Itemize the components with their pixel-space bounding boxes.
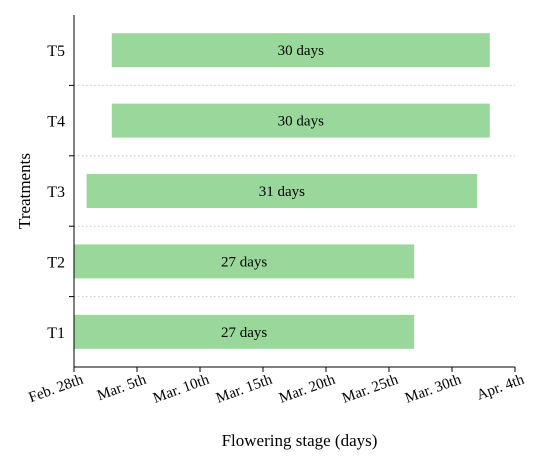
bar-t3 xyxy=(86,174,478,208)
x-tick-label: Mar. 25th xyxy=(340,372,401,407)
bar-t2 xyxy=(74,244,415,279)
bar-label: 27 days xyxy=(221,325,267,341)
bar-t4 xyxy=(111,103,490,138)
x-tick-label: Feb. 28th xyxy=(27,372,86,407)
x-tick-label: Mar. 5th xyxy=(95,372,149,405)
bar-t1 xyxy=(74,314,415,349)
category-label: T3 xyxy=(47,184,65,201)
bar-label: 31 days xyxy=(259,184,305,200)
bar-label: 30 days xyxy=(278,43,324,59)
bars-group: 27 days 27 days 31 days 30 days 30 days xyxy=(74,33,490,349)
category-label: T1 xyxy=(47,325,65,342)
bar-t5 xyxy=(111,33,490,68)
x-tick-label: Mar. 10th xyxy=(151,372,212,407)
x-tick-label: Mar. 15th xyxy=(214,372,275,407)
category-label: T5 xyxy=(47,43,65,60)
category-label: T2 xyxy=(47,254,65,271)
bar-label: 30 days xyxy=(278,114,324,130)
x-tick-label: Mar. 30th xyxy=(403,372,464,407)
category-separators xyxy=(74,84,515,298)
x-tick-label: Apr. 4th xyxy=(475,372,527,404)
x-tick-label: Mar. 20th xyxy=(277,372,338,407)
axes-group xyxy=(73,15,515,368)
x-ticks-group: Feb. 28th Mar. 5th Mar. 10th Mar. 15th Mar. … xyxy=(27,367,527,407)
y-axis-title: Treatments xyxy=(15,153,34,229)
category-label: T4 xyxy=(47,114,65,131)
bar-label: 27 days xyxy=(221,254,267,270)
y-ticks-group: T1 T2 T3 T4 T5 xyxy=(47,43,74,342)
x-axis-title: Flowering stage (days) xyxy=(222,431,378,450)
